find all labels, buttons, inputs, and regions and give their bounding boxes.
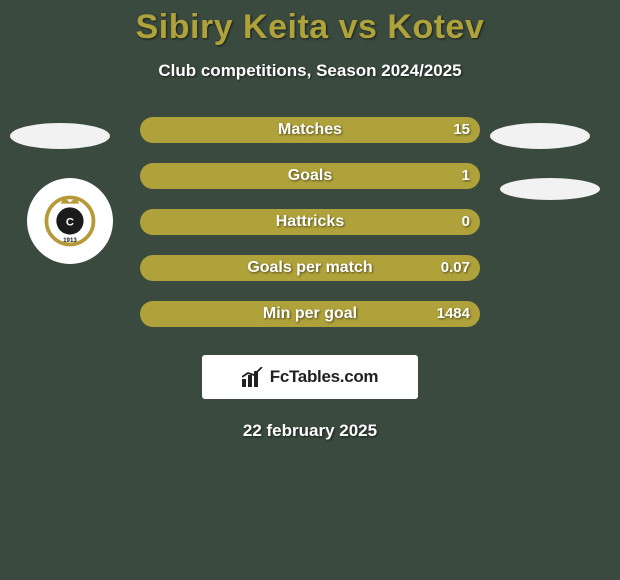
club-year: 1913 <box>63 237 77 244</box>
footer-date: 22 february 2025 <box>0 421 620 441</box>
stat-bar-track <box>140 255 480 281</box>
stat-bar-value: 1484 <box>437 301 470 327</box>
content-root: Sibiry Keita vs Kotev Club competitions,… <box>0 0 620 441</box>
stat-bar-row: Matches15 <box>0 117 620 143</box>
stat-bar-value: 15 <box>453 117 470 143</box>
stat-bar-track <box>140 301 480 327</box>
stat-bar-track <box>140 163 480 189</box>
page-subtitle: Club competitions, Season 2024/2025 <box>0 61 620 81</box>
bar-chart-icon <box>242 367 264 387</box>
stat-bar-value: 1 <box>462 163 470 189</box>
stat-bar-value: 0 <box>462 209 470 235</box>
stat-bar-row: Goals1 <box>0 163 620 189</box>
stat-bar-track <box>140 117 480 143</box>
stat-bar-row: Min per goal1484 <box>0 301 620 327</box>
page-title: Sibiry Keita vs Kotev <box>0 8 620 47</box>
stat-bar-row: Hattricks0 <box>0 209 620 235</box>
brand-text: FcTables.com <box>270 367 379 387</box>
brand-box[interactable]: FcTables.com <box>202 355 418 399</box>
stat-bar-value: 0.07 <box>441 255 470 281</box>
stat-bar-track <box>140 209 480 235</box>
stat-bar-row: Goals per match0.07 <box>0 255 620 281</box>
